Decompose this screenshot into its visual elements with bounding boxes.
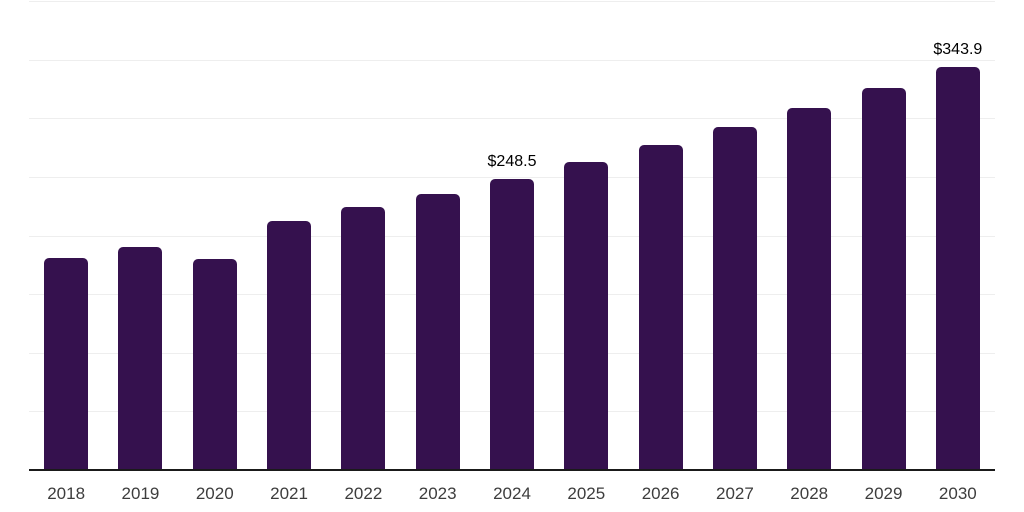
x-axis-label-2027: 2027 bbox=[716, 484, 754, 503]
bar-2019 bbox=[118, 246, 163, 470]
bar-2027 bbox=[712, 127, 757, 470]
bar-2023 bbox=[415, 193, 460, 470]
bar-2025 bbox=[564, 162, 609, 470]
x-axis-line bbox=[29, 469, 995, 471]
x-axis-label-2030: 2030 bbox=[938, 484, 977, 503]
x-axis-label-2021: 2021 bbox=[270, 484, 308, 503]
bar-2029 bbox=[861, 88, 906, 470]
x-axis-label-2018: 2018 bbox=[47, 484, 86, 503]
bar-2018 bbox=[44, 258, 89, 470]
x-axis-label-2020: 2020 bbox=[195, 484, 234, 503]
bar-2021 bbox=[267, 220, 312, 470]
gridline bbox=[29, 176, 995, 178]
x-axis-label-2022: 2022 bbox=[344, 484, 383, 503]
x-axis-label-2029: 2029 bbox=[864, 484, 903, 503]
x-axis-label-2024: 2024 bbox=[493, 484, 531, 503]
bar-2026 bbox=[638, 145, 683, 470]
bar-2030 bbox=[935, 66, 980, 470]
gridline bbox=[29, 59, 995, 61]
bar-2028 bbox=[787, 108, 832, 470]
bar-2022 bbox=[341, 207, 386, 470]
x-axis-label-2026: 2026 bbox=[641, 484, 680, 503]
x-axis-label-2025: 2025 bbox=[567, 484, 606, 503]
bar-2020 bbox=[192, 259, 237, 470]
x-axis-label-2023: 2023 bbox=[418, 484, 457, 503]
bar-value-label-2024: $248.5 bbox=[487, 152, 537, 170]
bar-value-label-2030: $343.9 bbox=[933, 40, 983, 58]
x-axis-label-2019: 2019 bbox=[121, 484, 160, 503]
gridline bbox=[29, 0, 995, 2]
x-axis-label-2028: 2028 bbox=[790, 484, 829, 503]
gridline bbox=[29, 118, 995, 120]
bar-2024 bbox=[490, 178, 534, 470]
